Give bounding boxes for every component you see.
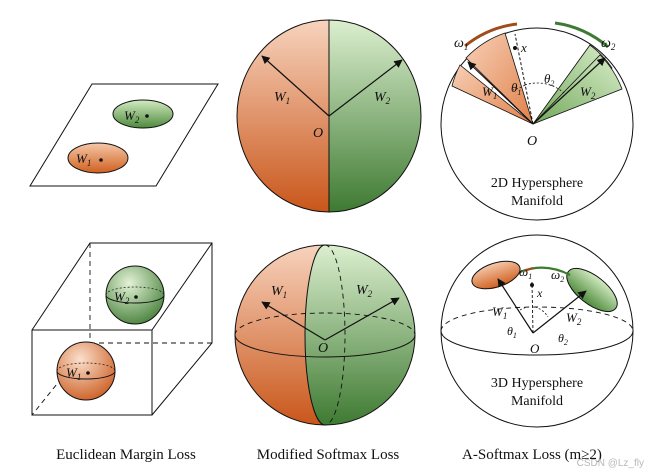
x-label: x: [536, 286, 543, 300]
origin-label: O: [313, 126, 323, 141]
caption-euclidean-margin-loss: Euclidean Margin Loss: [56, 447, 196, 463]
panel-title-line2: Manifold: [511, 194, 563, 209]
modified-softmax-2d-panel: W1 W2 O: [236, 19, 422, 213]
w2-vector: [324, 297, 400, 341]
w1-label: W1: [76, 151, 91, 168]
w2-label: W2: [566, 310, 582, 327]
omega1-arc: [464, 22, 518, 48]
a-softmax-2d-panel: ω1 ω2 x θ1 θ2 W1 W2 O 2D Hypersphere Man…: [440, 21, 634, 221]
euclidean-2d-panel: W2 W1: [29, 83, 219, 187]
w2-label: W2: [356, 283, 373, 299]
theta2-label: θ2: [544, 71, 554, 88]
caption-modified-softmax-loss: Modified Softmax Loss: [257, 447, 400, 463]
omega2-label: ω2: [601, 36, 616, 52]
w2-vector: [532, 290, 587, 334]
w2-label: W2: [374, 90, 391, 106]
w1-label: W1: [482, 84, 497, 101]
w2-label: W2: [124, 108, 140, 125]
theta1-label: θ1: [507, 324, 517, 340]
w1-half-disc: [237, 20, 329, 212]
w1-label: W1: [492, 304, 507, 321]
omega2-cap: [566, 267, 618, 313]
panel-title-line1: 3D Hypersphere: [491, 376, 583, 391]
w1-vector: [467, 61, 534, 125]
w2-label: W2: [580, 84, 596, 101]
w2-hemisphere: [305, 245, 415, 425]
w1-vector: [261, 55, 330, 117]
omega2-label: ω2: [551, 267, 564, 284]
x-label: x: [520, 40, 527, 55]
origin-label: O: [527, 134, 537, 149]
modified-softmax-3d-panel: W1 W2 O: [234, 244, 416, 426]
theta2-label: θ2: [558, 331, 568, 347]
w1-label: W1: [271, 284, 287, 300]
cube-front-face: [31, 329, 153, 416]
w1-vector: [261, 301, 326, 341]
w2-label: W2: [114, 289, 130, 306]
w2-vector: [532, 57, 606, 125]
w1-cluster: [67, 142, 129, 174]
omega1-label: ω1: [454, 36, 468, 52]
w2-cluster: [112, 99, 174, 129]
w1-label: W1: [274, 90, 290, 106]
watermark: CSDN @Lz_fly: [577, 458, 644, 469]
omega1-sector: [451, 64, 534, 125]
euclidean-plane: [29, 83, 219, 187]
omega1-label: ω1: [519, 264, 532, 281]
w1-vector: [497, 278, 534, 334]
panel-title-line2: Manifold: [511, 394, 563, 409]
caption-a-softmax-loss: A-Softmax Loss (m≥2): [462, 447, 602, 463]
origin-label: O: [318, 341, 328, 356]
a-softmax-3d-panel: ω1 ω2 x W1 W2 θ1 θ2 O 3D Hypersphere Man…: [440, 234, 634, 428]
w2-half-disc: [329, 20, 421, 212]
panel-title-line1: 2D Hypersphere: [491, 176, 583, 191]
theta1-label: θ1: [511, 80, 521, 97]
origin-label: O: [530, 341, 540, 356]
omega2-arc: [554, 21, 609, 49]
euclidean-3d-panel: W2 W1: [31, 242, 213, 416]
w1-label: W1: [66, 365, 81, 382]
w2-vector: [328, 59, 403, 117]
